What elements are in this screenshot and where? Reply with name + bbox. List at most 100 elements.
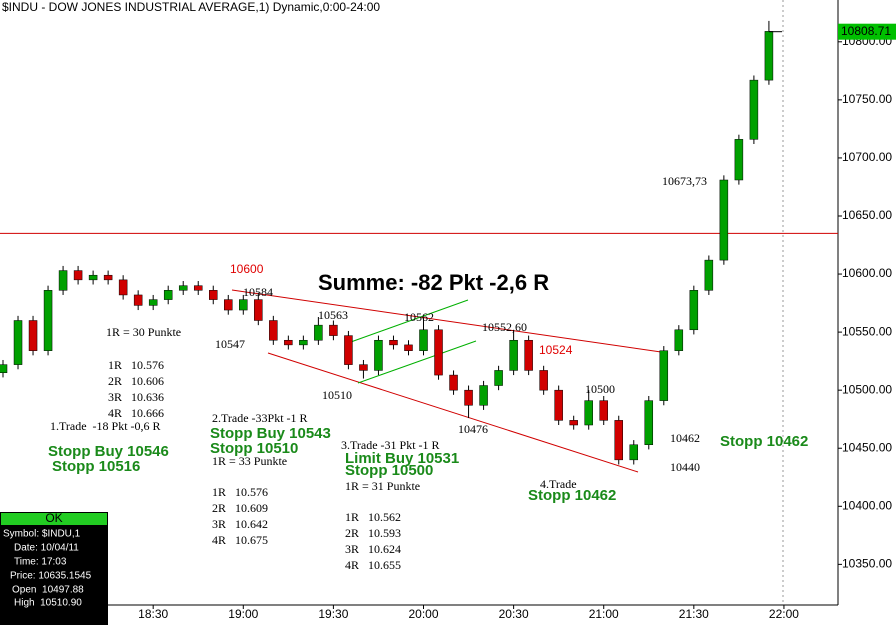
candle-body bbox=[133, 294, 143, 306]
candle-body bbox=[554, 389, 563, 421]
annotation: 10673,73 bbox=[662, 174, 707, 188]
annotation: Stopp 10462 bbox=[528, 487, 616, 504]
candle-body bbox=[674, 329, 684, 351]
candle-body bbox=[659, 350, 669, 401]
candle-body bbox=[494, 370, 503, 386]
candle-body bbox=[464, 389, 473, 406]
y-tick-label: 10650.00 bbox=[842, 208, 892, 222]
candle-body bbox=[28, 320, 38, 351]
candle-body bbox=[209, 290, 218, 300]
candle-body bbox=[419, 329, 428, 351]
candle-body bbox=[103, 274, 113, 281]
y-tick-label: 10400.00 bbox=[842, 498, 892, 512]
annotation: 10462 bbox=[670, 431, 700, 445]
candle-body bbox=[329, 324, 338, 336]
candle-body bbox=[434, 329, 443, 376]
candle-body bbox=[118, 279, 128, 296]
x-tick-label: 18:00 bbox=[48, 607, 78, 621]
annotation: 4R 10.655 bbox=[345, 558, 401, 572]
y-tick-label: 10350.00 bbox=[842, 557, 892, 571]
annotation: 10584 bbox=[243, 285, 273, 299]
candle-body bbox=[704, 259, 714, 291]
last-price-box bbox=[838, 23, 896, 40]
candle-body bbox=[764, 31, 774, 81]
data-window-row: High 10510.90 bbox=[14, 598, 82, 609]
x-tick-label: 22:00 bbox=[769, 607, 799, 621]
annotation: Stopp Buy 10546 bbox=[48, 443, 169, 460]
chart-title: $INDU - DOW JONES INDUSTRIAL AVERAGE,1) … bbox=[2, 0, 380, 14]
annotation: 2R 10.609 bbox=[212, 501, 268, 515]
candle-body bbox=[584, 400, 593, 426]
annotation: 1R 10.562 bbox=[345, 510, 401, 524]
annotation: 10600 bbox=[230, 262, 264, 276]
annotation: 1R = 33 Punkte bbox=[212, 454, 287, 468]
candle-body bbox=[509, 339, 518, 371]
annotation: 1R = 30 Punkte bbox=[106, 325, 181, 339]
y-tick-label: 10550.00 bbox=[842, 324, 892, 338]
candle-body bbox=[719, 179, 729, 261]
candle-body bbox=[644, 400, 654, 446]
candle-body bbox=[73, 270, 83, 281]
annotation: 1.Trade -18 Pkt -0,6 R bbox=[50, 419, 161, 433]
annotation: 3.Trade -31 Pkt -1 R bbox=[341, 438, 440, 452]
channel-line bbox=[357, 340, 477, 384]
candle-body bbox=[524, 339, 533, 371]
annotation: 10510 bbox=[322, 388, 352, 402]
x-tick-label: 19:00 bbox=[228, 607, 258, 621]
candle-body bbox=[629, 444, 639, 461]
candle-body bbox=[734, 139, 744, 181]
annotation: 10547 bbox=[215, 337, 245, 351]
y-tick-label: 10700.00 bbox=[842, 150, 892, 164]
candle-body bbox=[299, 339, 308, 346]
x-tick-label: 20:30 bbox=[499, 607, 529, 621]
last-price-label: 10808.71 bbox=[841, 24, 891, 38]
candle-body bbox=[479, 385, 488, 406]
candle-body bbox=[344, 335, 353, 365]
annotation: 10476 bbox=[458, 422, 488, 436]
x-tick-label: 21:00 bbox=[589, 607, 619, 621]
annotation: 1R 10.576 bbox=[212, 485, 268, 499]
ok-label[interactable]: OK bbox=[45, 511, 62, 525]
trend-lines bbox=[231, 289, 669, 473]
annotation: 2.Trade -33Pkt -1 R bbox=[212, 411, 308, 425]
data-window-row: Symbol: $INDU,1 bbox=[3, 529, 81, 540]
data-window-panel bbox=[0, 512, 108, 625]
candle-body bbox=[614, 420, 623, 461]
candle-body bbox=[88, 274, 98, 281]
candle-body bbox=[539, 370, 548, 391]
candle-body bbox=[163, 290, 173, 300]
channel-line bbox=[347, 299, 469, 344]
annotation: Stopp 10500 bbox=[345, 462, 433, 479]
annotation: 10552,60 bbox=[482, 320, 527, 334]
annotation: 1R = 31 Punkte bbox=[345, 479, 420, 493]
candle-body bbox=[689, 290, 699, 331]
candle-body bbox=[239, 299, 248, 311]
candle-body bbox=[284, 339, 293, 346]
annotation: Summe: -82 Pkt -2,6 R bbox=[318, 270, 549, 295]
candle-body bbox=[374, 339, 383, 371]
y-tick-label: 10750.00 bbox=[842, 92, 892, 106]
annotation: Stopp 10516 bbox=[52, 458, 140, 475]
candle-body bbox=[224, 299, 233, 311]
x-tick-label: 19:30 bbox=[318, 607, 348, 621]
candle-body bbox=[254, 299, 263, 321]
ok-button[interactable] bbox=[1, 513, 107, 525]
annotation: 4R 10.666 bbox=[108, 406, 164, 420]
candle-body bbox=[43, 290, 53, 351]
data-window-row: Date: 10/04/11 bbox=[14, 543, 79, 554]
candle-body bbox=[178, 285, 188, 291]
data-window: OK Symbol: $INDU,1 Date: 10/04/11 Time: … bbox=[0, 511, 108, 625]
candle-body bbox=[314, 324, 323, 341]
candle-body bbox=[569, 420, 578, 426]
y-tick-label: 10500.00 bbox=[842, 382, 892, 396]
candle-body bbox=[404, 344, 413, 351]
candle-body bbox=[0, 364, 8, 374]
data-window-row: Open 10497.88 bbox=[12, 585, 84, 596]
annotation: Stopp 10462 bbox=[720, 433, 808, 450]
data-window-row: Price: 10635.1545 bbox=[10, 571, 92, 582]
annotation: 3R 10.636 bbox=[108, 390, 164, 404]
annotation: 10500 bbox=[585, 382, 615, 396]
channel-lines bbox=[347, 299, 477, 384]
annotation: 10562 bbox=[404, 310, 434, 324]
